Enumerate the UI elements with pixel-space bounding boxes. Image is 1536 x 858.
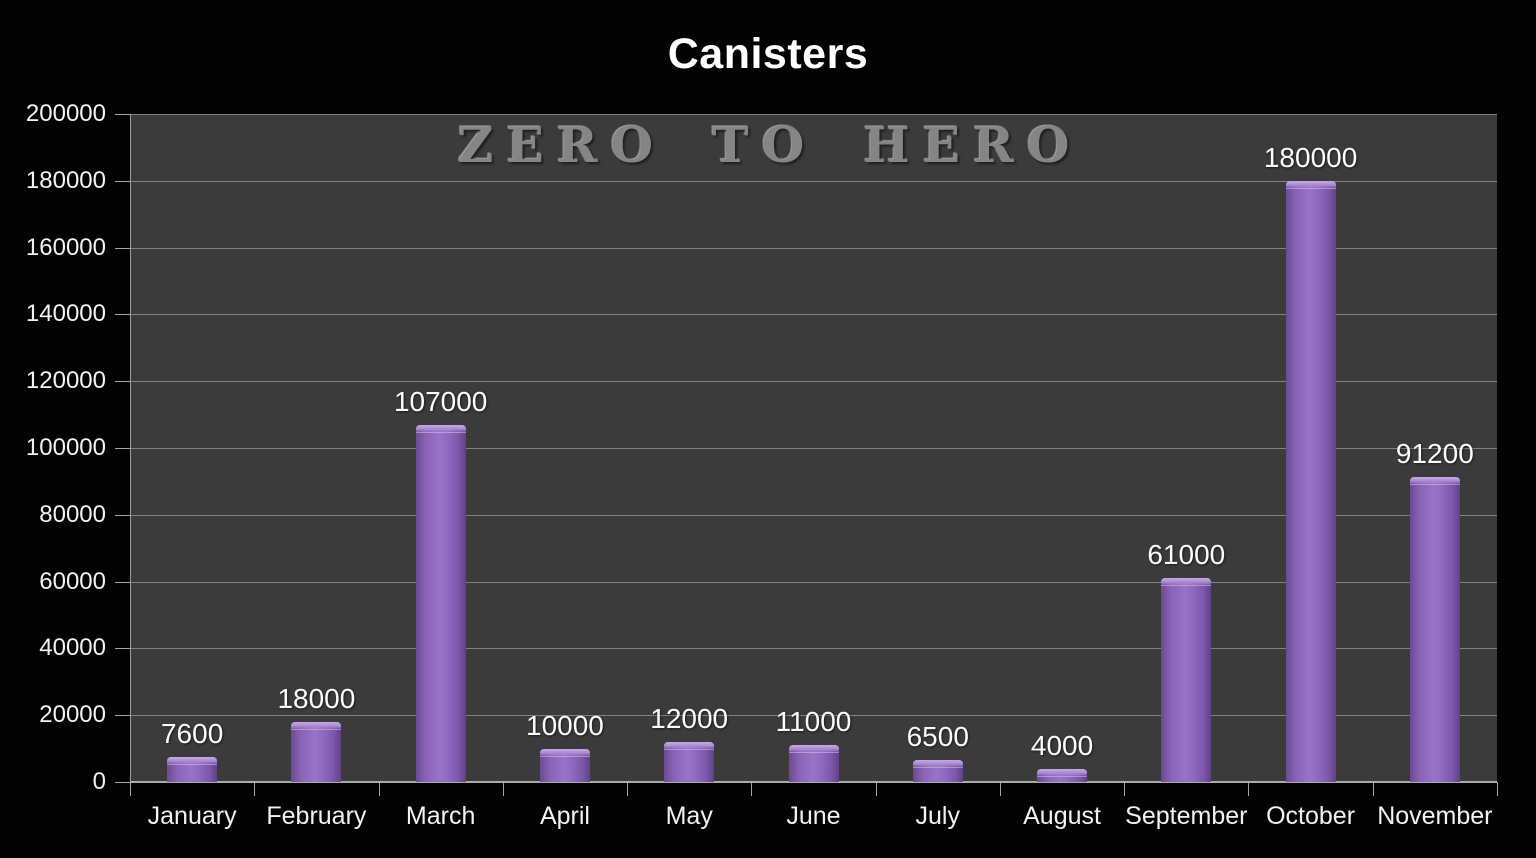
gridline [130,381,1497,383]
bar-value-label: 61000 [1147,539,1226,571]
y-axis-tick [115,381,130,383]
y-axis-line [130,114,131,782]
x-axis-tick [1248,782,1250,796]
bar-value-label: 107000 [393,385,488,417]
x-axis-tick [254,782,256,796]
bar-top-bevel [1285,180,1336,188]
x-axis-label: April [539,802,590,830]
bar-top-bevel [912,760,963,768]
x-axis-tick [1372,782,1374,796]
x-axis-tick [1124,782,1126,796]
bar-may [664,741,715,782]
bar-value-label: 4000 [1030,729,1094,761]
y-axis-tick [115,581,130,583]
gridline [130,247,1497,249]
watermark-text: ZERO TO HERO [457,116,1083,174]
bar-march [415,424,466,782]
bar-february [291,721,342,782]
bar-top-bevel [664,741,715,749]
bar-august [1037,768,1088,782]
x-axis-label: May [665,802,713,830]
y-axis-label: 100000 [25,434,106,461]
y-axis-tick [115,180,130,182]
x-axis-tick [751,782,753,796]
y-axis-label: 0 [92,768,106,795]
bar-november [1409,477,1460,782]
bar-top-bevel [1409,477,1460,485]
bar-value-label: 11000 [775,706,852,738]
x-axis-tick [502,782,504,796]
y-axis-tick [115,514,130,516]
y-axis-tick [115,715,130,717]
y-axis-tick [115,782,130,783]
x-axis-line [130,781,1497,783]
gridline [130,514,1497,516]
x-axis-label: October [1266,802,1356,830]
gridline [130,715,1497,717]
y-axis-label: 40000 [39,634,106,662]
x-axis-tick [999,782,1001,796]
gridline [130,180,1497,182]
y-axis-label: 200000 [25,100,106,127]
y-axis-tick [115,314,130,316]
y-axis-label: 160000 [25,233,106,261]
bar-top-bevel [167,756,218,764]
bar-top-bevel [1037,768,1088,776]
bar-october [1285,180,1336,782]
x-axis-tick [627,782,629,796]
bar-top-bevel [415,424,466,432]
y-axis-label: 140000 [25,300,106,328]
gridline [130,314,1497,316]
x-axis-label: March [405,802,476,830]
y-axis-tick [115,448,130,449]
x-axis-tick [378,782,380,796]
x-axis-label: August [1023,802,1101,830]
bar-value-label: 10000 [526,709,604,741]
bar-value-label: 91200 [1395,438,1474,470]
bar-april [539,748,590,782]
bar-september [1161,578,1212,782]
bar-january [167,756,218,782]
x-axis-tick [1497,782,1498,796]
y-axis-label: 60000 [39,567,106,595]
x-axis-label: July [915,802,960,830]
chart-title: Canisters [667,30,869,78]
y-axis-label: 20000 [39,701,106,729]
bar-top-bevel [539,748,590,756]
y-axis-label: 80000 [39,500,106,528]
y-axis-tick [115,114,130,115]
bar-top-bevel [1161,578,1212,586]
bar-top-bevel [788,745,839,753]
x-axis-label: November [1377,802,1493,830]
bar-top-bevel [291,721,342,729]
y-axis-label: 180000 [25,166,106,194]
bar-value-label: 7600 [160,717,224,749]
plot-area: ZERO TO HERO [130,114,1497,782]
bar-value-label: 180000 [1263,141,1358,173]
bar-july [912,760,963,782]
y-axis-tick [115,247,130,249]
x-axis-label: February [266,802,367,830]
bar-value-label: 12000 [650,702,729,734]
bar-value-label: 6500 [906,721,969,753]
gridline [130,114,1497,115]
gridline [130,648,1497,650]
x-axis-label: January [147,802,237,830]
x-axis-tick [130,782,131,796]
y-axis-label: 120000 [25,367,106,395]
x-axis-label: June [786,802,841,830]
y-axis-tick [115,648,130,650]
bar-value-label: 18000 [277,682,356,714]
bar-june [788,745,839,782]
gridline [130,581,1497,583]
x-axis-label: September [1125,802,1248,830]
x-axis-tick [875,782,877,796]
gridline [130,448,1497,449]
